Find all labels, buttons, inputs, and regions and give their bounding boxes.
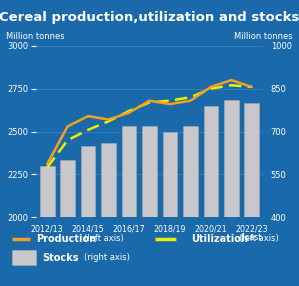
FancyBboxPatch shape (12, 251, 36, 265)
Text: (left axis): (left axis) (239, 234, 279, 243)
Text: Stocks: Stocks (42, 253, 78, 263)
Text: (left axis): (left axis) (84, 234, 123, 243)
Text: Cereal production,utilization and stocks: Cereal production,utilization and stocks (0, 11, 299, 24)
Text: Utilization: Utilization (191, 234, 248, 244)
Bar (40, 166, 54, 217)
Bar (183, 126, 198, 217)
Bar (224, 100, 239, 217)
Bar (204, 106, 218, 217)
Bar (60, 160, 75, 217)
Bar (245, 103, 259, 217)
Text: Million tonnes: Million tonnes (234, 33, 293, 41)
Bar (163, 132, 177, 217)
Bar (101, 143, 116, 217)
Text: (right axis): (right axis) (84, 253, 129, 262)
Bar (122, 126, 136, 217)
Text: Production: Production (36, 234, 96, 244)
Text: Million tonnes: Million tonnes (6, 33, 65, 41)
Bar (81, 146, 95, 217)
Bar (142, 126, 157, 217)
